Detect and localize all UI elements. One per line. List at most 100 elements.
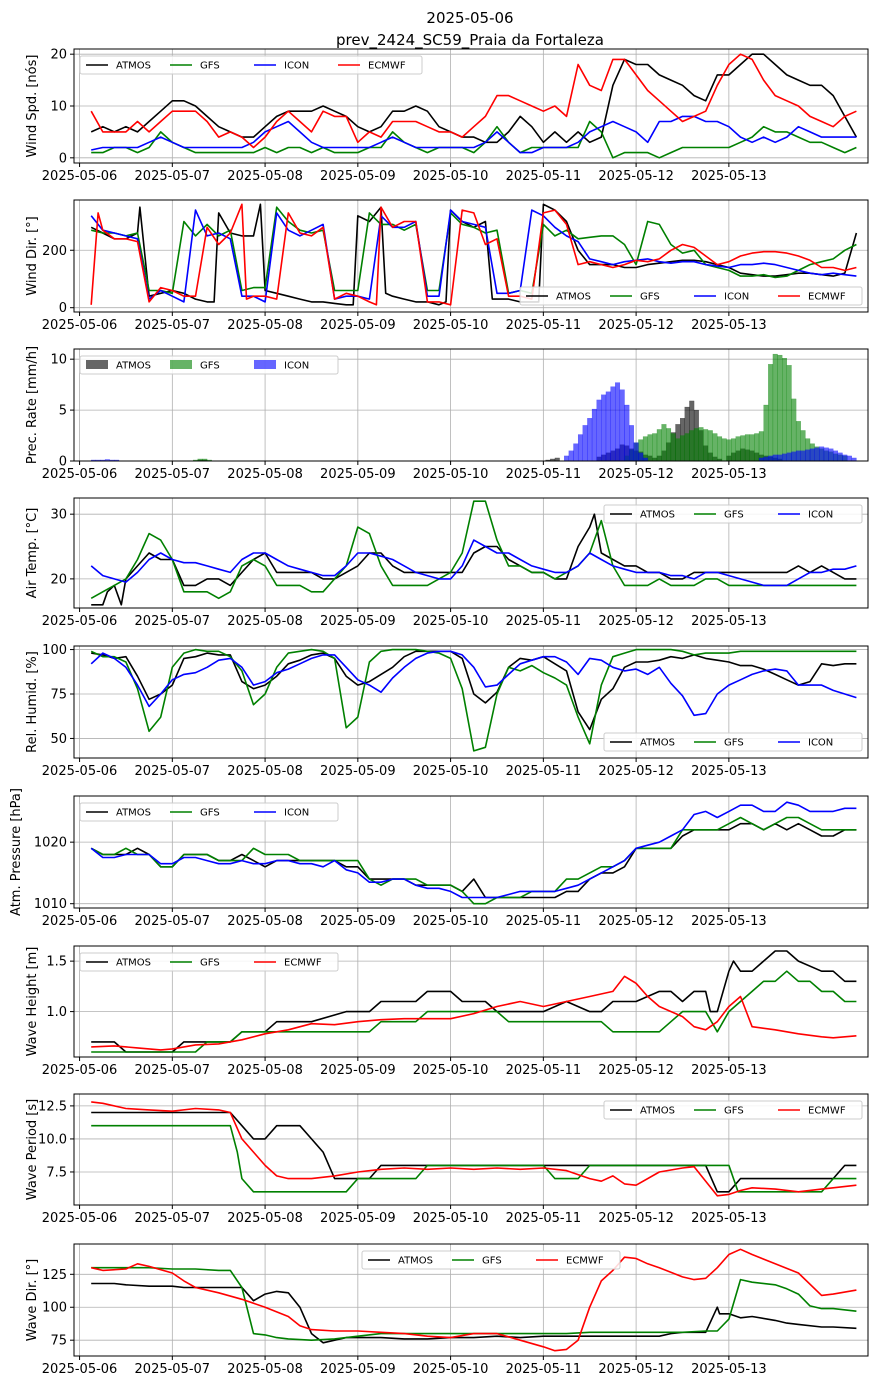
bar-gfs [712, 433, 718, 461]
bar-gfs [661, 424, 667, 461]
x-tick-label: 2025-05-13 [691, 764, 767, 779]
y-tick-label: 0 [59, 301, 67, 316]
x-tick-label: 2025-05-10 [413, 914, 489, 929]
legend-box [361, 1250, 621, 1270]
panel-3: 2025-05-06 2025-05-07 2025-05-08 2025-05-09… [25, 346, 869, 482]
y-tick-label: 100 [42, 1301, 67, 1316]
legend-label-ecmwf: ECMWF [566, 1256, 604, 1267]
bar-icon [833, 450, 839, 461]
x-tick-label: 2025-05-13 [691, 1211, 767, 1226]
plot-area [90, 648, 857, 752]
x-tick-label: 2025-05-11 [506, 614, 582, 629]
legend-label-gfs: GFS [724, 1106, 744, 1117]
legend-label-ecmwf: ECMWF [808, 1106, 846, 1117]
bar-icon [591, 408, 597, 461]
legend: ATMOS GFS ECMWF [79, 952, 339, 972]
bar-icon [819, 446, 825, 461]
x-tick-label: 2025-05-12 [598, 1063, 674, 1078]
bar-gfs [735, 436, 741, 461]
series-line-gfs [90, 816, 857, 905]
panel-7: 2025-05-06 2025-05-07 2025-05-08 2025-05-09… [25, 945, 869, 1078]
x-tick-label: 2025-05-10 [413, 1211, 489, 1226]
x-tick-label: 2025-05-10 [413, 318, 489, 333]
y-tick-label: 125 [42, 1268, 67, 1283]
x-tick-label: 2025-05-07 [135, 764, 211, 779]
y-tick-label: 75 [50, 688, 67, 703]
legend-box [79, 952, 339, 972]
y-tick-label: 75 [50, 1334, 67, 1349]
x-tick-label: 2025-05-07 [135, 467, 211, 482]
axes-frame [73, 348, 869, 462]
x-tick-label: 2025-05-06 [42, 169, 118, 184]
x-tick-label: 2025-05-11 [506, 1063, 582, 1078]
legend-label-gfs: GFS [200, 361, 220, 372]
bar-icon [814, 447, 820, 461]
bar-gfs [777, 354, 783, 461]
x-tick-label: 2025-05-09 [320, 1362, 396, 1377]
axes-frame [73, 795, 869, 909]
bar-icon [768, 455, 774, 461]
x-tick-label: 2025-05-10 [413, 614, 489, 629]
bar-icon [564, 455, 570, 461]
y-axis-label: Rel. Humid. [%] [25, 651, 40, 753]
x-tick-label: 2025-05-06 [42, 467, 118, 482]
series-line-icon [90, 209, 857, 303]
x-tick-label: 2025-05-11 [506, 467, 582, 482]
y-tick-label: 7.5 [46, 1165, 67, 1180]
legend-label-atmos: ATMOS [116, 958, 151, 969]
panel-4: 2025-05-06 2025-05-07 2025-05-08 2025-05-09… [25, 497, 869, 629]
bar-icon [587, 418, 593, 461]
legend: ATMOS GFS ICON [79, 355, 339, 375]
legend-label-atmos: ATMOS [116, 808, 151, 819]
x-tick-label: 2025-05-08 [227, 764, 303, 779]
y-tick-label: 20 [50, 572, 67, 587]
legend-label-gfs: GFS [724, 738, 744, 749]
bar-gfs [754, 433, 760, 461]
x-tick-label: 2025-05-13 [691, 1362, 767, 1377]
x-tick-label: 2025-05-09 [320, 614, 396, 629]
bar-icon [624, 404, 630, 461]
x-tick-label: 2025-05-08 [227, 914, 303, 929]
y-tick-label: 1.5 [46, 955, 67, 970]
x-tick-label: 2025-05-13 [691, 467, 767, 482]
series-line-icon [90, 650, 857, 717]
y-tick-label: 100 [42, 643, 67, 658]
plot-area [90, 500, 857, 606]
bar-gfs [731, 438, 736, 461]
x-tick-label: 2025-05-07 [135, 318, 211, 333]
plot-area [91, 1101, 857, 1197]
bar-icon [828, 448, 834, 461]
bar-icon [823, 447, 829, 461]
bar-icon [596, 399, 602, 461]
legend-label-gfs: GFS [724, 510, 744, 521]
x-tick-label: 2025-05-06 [42, 1211, 118, 1226]
legend-label-atmos: ATMOS [640, 510, 675, 521]
bar-gfs [768, 364, 774, 461]
x-tick-label: 2025-05-08 [227, 169, 303, 184]
bar-gfs [763, 404, 769, 461]
legend: ATMOS GFS ICON [603, 732, 863, 752]
x-tick-label: 2025-05-12 [598, 318, 674, 333]
legend-box [603, 732, 863, 752]
y-axis-label: Wave Period [s] [25, 1099, 40, 1200]
x-tick-label: 2025-05-08 [227, 467, 303, 482]
bar-icon [842, 454, 848, 461]
panel-5: 2025-05-06 2025-05-07 2025-05-08 2025-05-09… [25, 643, 869, 779]
series-line-atmos [91, 650, 857, 731]
series-line-icon [90, 801, 857, 899]
bar-gfs [656, 429, 662, 461]
panel-1: 2025-05-06 2025-05-07 2025-05-08 2025-05-09… [25, 48, 869, 184]
x-tick-label: 2025-05-10 [413, 1362, 489, 1377]
bar-icon [782, 453, 787, 461]
legend-box [79, 55, 423, 75]
legend-label-icon: ICON [808, 738, 833, 749]
bar-gfs [703, 429, 709, 461]
legend-label-ecmwf: ECMWF [368, 61, 406, 72]
x-tick-label: 2025-05-09 [320, 169, 396, 184]
bar-gfs [670, 433, 676, 461]
y-tick-label: 1.0 [46, 1005, 67, 1020]
x-tick-label: 2025-05-09 [320, 467, 396, 482]
series-line-gfs [91, 206, 857, 295]
bar-icon [777, 454, 783, 461]
panel-2: 2025-05-06 2025-05-07 2025-05-08 2025-05-09… [25, 199, 869, 333]
